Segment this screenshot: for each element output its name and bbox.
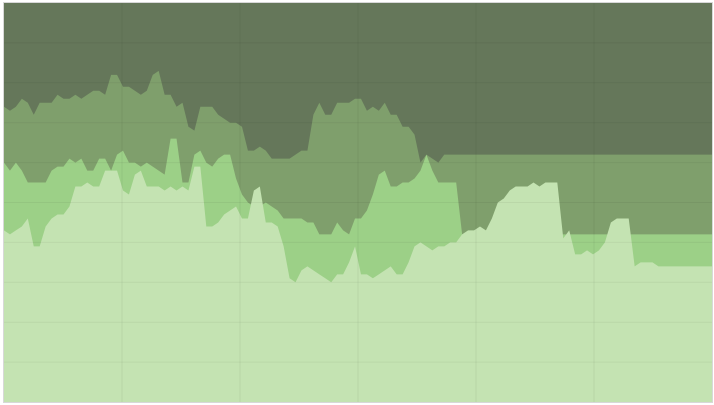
plot-border xyxy=(3,2,713,403)
grid-lines xyxy=(4,3,712,402)
area-layers xyxy=(4,3,712,402)
area-series-1 xyxy=(4,166,712,402)
